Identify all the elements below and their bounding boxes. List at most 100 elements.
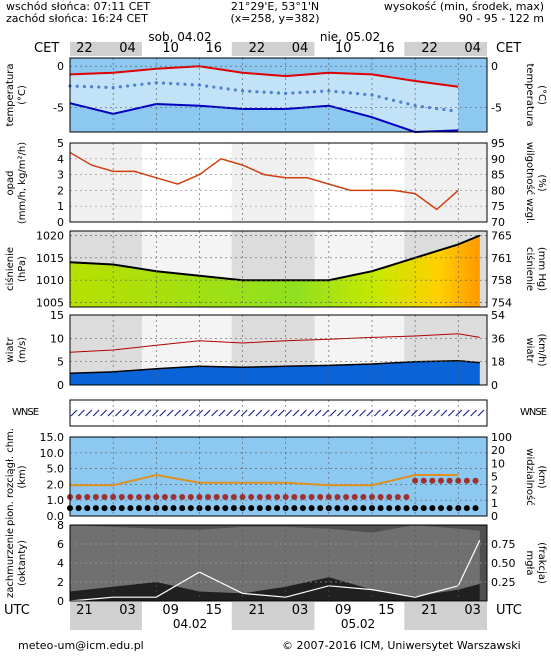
- visibility-tick-right-1: 20: [491, 444, 505, 457]
- cloud-base-high-dot: [317, 494, 324, 501]
- wind-direction-arrow: [166, 409, 174, 417]
- wind-direction-arrow: [203, 409, 211, 417]
- date1-label: 04.02: [172, 617, 208, 631]
- compass-letters-left: WNSE: [12, 407, 39, 418]
- wind-direction-arrow: [292, 409, 300, 417]
- cloud-base-low-dot: [377, 505, 384, 512]
- coordinates-text: 21°29'E, 53°1'N: [230, 0, 320, 13]
- cloud-base-low-dot: [265, 505, 272, 512]
- humidity-tick-right-2: 85: [491, 169, 505, 182]
- temp-mean-dot: [413, 104, 417, 108]
- temp-mean-dot: [334, 89, 338, 94]
- visibility-tick-right-0: 100: [491, 431, 512, 444]
- compass-letters-right: WNSE: [520, 407, 547, 418]
- cloud-base-low-dot: [420, 505, 427, 512]
- grid-point-text: (x=258, y=382): [230, 12, 320, 25]
- precip-tick-left-3: 2: [57, 184, 64, 197]
- temp-mean-dot: [449, 108, 453, 113]
- cloud-base-high-dot: [343, 494, 350, 501]
- cloud-tick-left-4: 0: [57, 595, 64, 608]
- temp-mean-dot: [276, 91, 281, 95]
- pressure-tick-left-3: 1005: [36, 297, 64, 310]
- cloud-base-high-dot: [265, 494, 272, 501]
- cloud-base-low-dot: [75, 505, 82, 512]
- cloud-base-high-dot: [179, 494, 186, 501]
- temp-mean-dot: [197, 83, 202, 87]
- visibility-tick-right-3: 5: [491, 471, 498, 484]
- precip-tick-left-0: 5: [57, 137, 64, 150]
- wind-direction-arrow: [248, 409, 256, 417]
- top-hour-label: 22: [421, 41, 438, 56]
- day1-label: sob, 04.02: [148, 30, 212, 44]
- night-band-top-2: [404, 42, 487, 56]
- wind-tick-right-1: 36: [491, 332, 505, 345]
- wind-direction-arrow: [396, 409, 404, 417]
- wind-tick-right-0: 54: [491, 309, 505, 322]
- temp-mean-dot: [205, 84, 209, 88]
- temp-mean-dot: [363, 92, 367, 96]
- humidity-tick-right-0: 95: [491, 137, 505, 150]
- wind-tick-left-3: 0: [57, 379, 64, 392]
- temp-min-line: [69, 102, 459, 134]
- cloud-base-low-dot: [308, 505, 315, 512]
- temp-mean-dot: [133, 83, 137, 87]
- bottom-hour-label: 09: [162, 603, 179, 618]
- top-hour-label: 16: [378, 41, 395, 56]
- cloud-base-high-dot: [136, 494, 143, 501]
- wind-direction-arrow: [344, 409, 352, 417]
- precip-day-patch-0: [141, 143, 232, 222]
- cloud-base-high-dot: [161, 494, 168, 501]
- top-hour-label: 22: [76, 41, 93, 56]
- top-hour-label: 10: [162, 41, 179, 56]
- cloud-base-low-dot: [394, 505, 401, 512]
- temp-mean-dot: [255, 90, 259, 94]
- wind-direction-arrow: [425, 409, 433, 417]
- cloud-base-low-dot: [291, 505, 298, 512]
- cloud-base-high-dot: [420, 477, 427, 484]
- wind-axis-title-left: wiatr (m/s): [5, 295, 31, 405]
- wind-direction-arrow: [351, 409, 359, 417]
- cloud-base-low-dot: [144, 505, 151, 512]
- temp-mean-dot: [82, 84, 86, 89]
- cloud-base-low-dot: [118, 505, 125, 512]
- night-band-top-1: [231, 42, 315, 56]
- wind-direction-arrow: [314, 409, 322, 417]
- wind-direction-arrow: [403, 409, 411, 417]
- bottom-hour-label: 03: [291, 603, 309, 618]
- cloud-axis-title-line: (frakcja): [536, 542, 547, 584]
- temp-mean-dot: [212, 85, 216, 89]
- cloud-base-high-dot: [118, 494, 125, 501]
- wind-direction-arrow: [211, 409, 219, 417]
- precip-night-patch-1: [231, 143, 315, 222]
- temp-tick-right-0: 0: [491, 60, 498, 73]
- timezone-right-top: CET: [496, 41, 522, 56]
- low-cloud-area: [70, 577, 480, 601]
- precip-day-patch-1: [314, 143, 405, 222]
- cloud-base-high-dot: [75, 494, 82, 501]
- wind-direction-arrow: [114, 409, 122, 417]
- cloud-base-high-dot: [222, 494, 229, 501]
- wind-tick-right-3: 0: [491, 379, 498, 392]
- cloud-base-low-dot: [92, 505, 99, 512]
- cloud-axis-title-left: zachmurzenie (oktanty): [5, 508, 31, 618]
- bottom-hour-label: 15: [378, 603, 395, 618]
- cloud-base-high-dot: [334, 494, 341, 501]
- bottom-hour-label: 21: [76, 603, 93, 618]
- temp-mean-dot: [190, 83, 194, 87]
- wind-direction-arrow: [373, 409, 381, 417]
- cloud-base-high-dot: [455, 477, 462, 484]
- press-panel-border: [69, 230, 488, 308]
- wind-tick-right-2: 18: [491, 356, 505, 369]
- temp-mean-dot: [355, 92, 360, 96]
- wind-direction-arrow: [359, 409, 367, 417]
- visibility-tick-right-5: 1: [491, 497, 498, 510]
- temp-max-line: [69, 65, 459, 88]
- temp-mean-dot: [327, 89, 331, 93]
- cloud-base-high-dot: [170, 494, 177, 501]
- visibility-line: [70, 473, 459, 487]
- cloud-base-low-dot: [84, 505, 91, 512]
- contact-email[interactable]: meteo-um@icm.edu.pl: [18, 639, 144, 652]
- temp-mean-dot: [176, 82, 180, 86]
- fog-line: [69, 539, 481, 602]
- night-band-bottom-0: [70, 602, 142, 630]
